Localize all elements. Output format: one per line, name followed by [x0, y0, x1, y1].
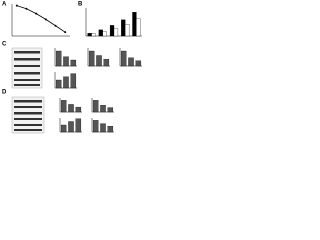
western-blot — [11, 96, 45, 134]
bar — [70, 73, 77, 89]
bar — [136, 18, 141, 37]
bar — [128, 57, 134, 67]
bar — [109, 25, 115, 37]
bar — [55, 50, 62, 67]
data-point — [15, 4, 18, 7]
bar — [135, 60, 142, 67]
data-point — [25, 7, 28, 10]
bar — [92, 100, 99, 113]
bar — [96, 55, 102, 67]
bar — [92, 120, 99, 133]
bar — [63, 56, 69, 67]
bar — [125, 24, 130, 37]
bar — [75, 106, 82, 113]
bar — [120, 50, 127, 67]
data-point — [64, 31, 67, 34]
bar — [60, 124, 67, 133]
data-line — [16, 5, 66, 33]
bar — [87, 33, 92, 37]
panel-label: C — [2, 42, 7, 48]
bar — [91, 33, 96, 37]
bar — [103, 59, 110, 67]
bar — [107, 126, 114, 133]
bar — [113, 28, 119, 37]
bar — [100, 123, 106, 133]
data-point — [44, 18, 47, 21]
data-point — [35, 12, 38, 15]
bar — [102, 31, 107, 37]
bar — [98, 29, 103, 37]
bar — [70, 59, 77, 67]
bar — [132, 12, 137, 37]
bar — [55, 79, 62, 89]
bar — [100, 105, 106, 113]
figure: A B C D — [2, 2, 142, 134]
bar — [68, 121, 74, 133]
panel-label: D — [2, 90, 7, 96]
panel-label: A — [2, 2, 7, 8]
bar — [121, 19, 126, 37]
bar — [60, 100, 67, 113]
bar — [107, 107, 114, 113]
western-blot — [11, 47, 43, 89]
bar — [88, 50, 95, 67]
data-point — [54, 24, 57, 27]
bar — [68, 104, 74, 113]
bar — [63, 76, 69, 89]
bar — [75, 118, 82, 133]
panel-label: B — [78, 2, 83, 8]
